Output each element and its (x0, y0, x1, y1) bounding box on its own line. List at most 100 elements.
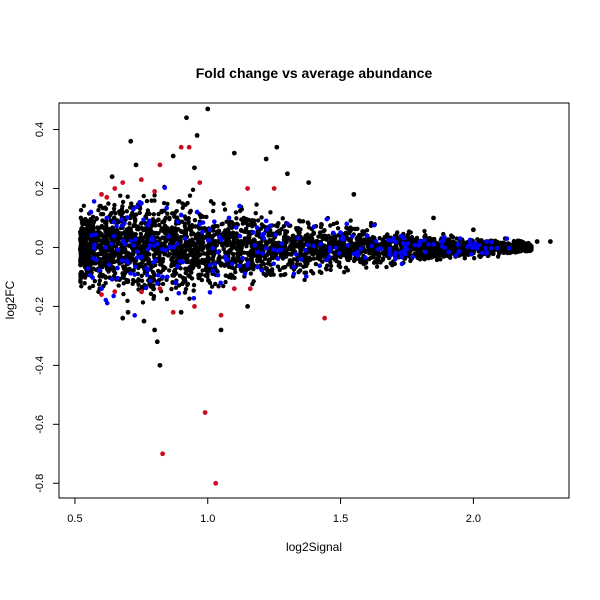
point (109, 211, 114, 216)
point (220, 231, 226, 236)
point (228, 219, 233, 225)
point (196, 272, 201, 278)
point-blue (333, 245, 339, 251)
point-blue (467, 237, 473, 243)
point (190, 266, 195, 271)
point (471, 255, 477, 261)
point (112, 215, 117, 220)
point (239, 244, 244, 250)
point (161, 200, 167, 206)
point (193, 243, 198, 248)
point (187, 296, 192, 301)
point-blue (261, 231, 267, 237)
point-black (378, 259, 383, 265)
point (250, 247, 256, 253)
point (393, 244, 399, 249)
point (142, 234, 148, 239)
point (125, 298, 130, 304)
plot-frame (58, 102, 570, 499)
point (263, 265, 268, 271)
point-black (534, 239, 540, 244)
point (221, 201, 226, 207)
point (529, 246, 534, 251)
point (318, 245, 323, 251)
point (180, 205, 185, 210)
point (150, 217, 156, 222)
point (447, 255, 453, 260)
point-blue (504, 236, 510, 241)
point (253, 210, 258, 216)
point-blue (261, 236, 267, 241)
point (222, 207, 228, 212)
point (237, 208, 243, 214)
point-black (351, 191, 357, 197)
point (185, 253, 191, 259)
point (235, 258, 240, 263)
point (347, 238, 352, 243)
point-red (138, 177, 144, 183)
point-red (231, 286, 237, 292)
point-blue (137, 199, 143, 205)
point-blue (111, 219, 117, 225)
point (282, 264, 288, 270)
point (140, 300, 146, 305)
point (180, 229, 185, 234)
point (233, 210, 239, 215)
point (103, 275, 108, 280)
point-blue (124, 258, 129, 263)
point (331, 221, 336, 227)
point-blue (456, 242, 461, 247)
point-blue (392, 256, 398, 262)
point (364, 265, 369, 270)
point-blue (207, 227, 213, 232)
point-blue (233, 225, 239, 230)
point (94, 216, 100, 222)
point-red (245, 186, 250, 191)
point (78, 278, 83, 283)
point-blue (111, 293, 116, 299)
point (107, 247, 112, 253)
point-blue (358, 246, 364, 251)
point (230, 230, 236, 235)
point-blue (91, 199, 97, 204)
x-tick-label: 1.5 (333, 513, 348, 525)
point-blue (197, 221, 202, 227)
point (78, 208, 84, 213)
point (217, 258, 222, 264)
point (197, 226, 202, 231)
point-blue (470, 245, 475, 250)
point-blue (125, 215, 130, 220)
point (179, 246, 184, 252)
point (128, 226, 133, 232)
point (151, 270, 156, 276)
point (121, 291, 126, 297)
point-red (138, 289, 144, 295)
y-axis-label: log2FC (3, 280, 17, 319)
point-blue (398, 250, 403, 256)
point-blue (104, 300, 110, 306)
point-blue (317, 263, 323, 268)
point (204, 273, 210, 278)
point-blue (88, 209, 94, 215)
point (385, 232, 390, 237)
point-blue (210, 268, 216, 274)
point (106, 269, 111, 274)
point (90, 266, 96, 271)
point (344, 225, 349, 231)
point-blue (330, 230, 336, 236)
point-red (99, 191, 104, 197)
point (422, 257, 427, 262)
point-blue (426, 242, 431, 247)
point (377, 235, 382, 241)
point-blue (489, 239, 495, 245)
point (201, 214, 206, 220)
point (140, 259, 145, 265)
point (187, 274, 193, 279)
point (78, 234, 84, 239)
point (359, 232, 365, 237)
point (310, 252, 316, 257)
point-black (125, 309, 131, 315)
point-blue (410, 254, 415, 260)
point (335, 226, 341, 231)
